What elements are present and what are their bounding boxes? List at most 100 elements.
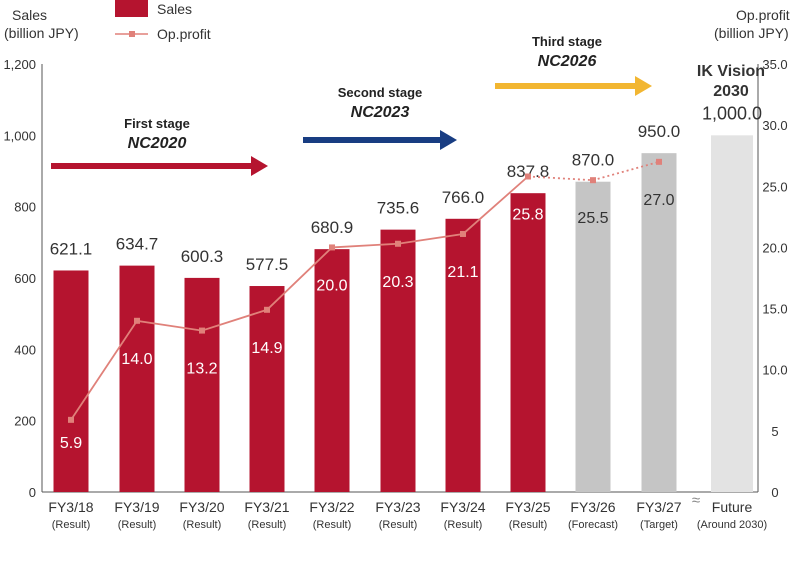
x-category-labels: FY3/18 (Result) FY3/19 (Result) FY3/20 (Resul… — [48, 499, 767, 531]
legend: Sales Op.profit — [115, 0, 211, 42]
op-profit-value-label: 5.9 — [60, 435, 82, 452]
x-category-sublabel: (Forecast) — [568, 519, 618, 531]
op-profit-value-label: 25.8 — [512, 207, 543, 224]
x-category-label: FY3/19 — [114, 499, 159, 515]
left-tick-labels: 0 200 400 600 800 1,000 1,200 — [3, 57, 36, 500]
sales-value-label: 600.3 — [181, 247, 224, 266]
x-category-label: FY3/27 — [636, 499, 681, 515]
stage-arrow-head — [635, 76, 652, 96]
op-profit-marker — [525, 173, 531, 180]
x-category-label: FY3/18 — [48, 499, 93, 515]
left-tick-label: 1,200 — [3, 57, 36, 72]
right-axis-title-unit: (billion JPY) — [714, 25, 789, 41]
sales-bar — [711, 135, 753, 493]
x-category-sublabel: (Result) — [118, 519, 157, 531]
x-category-sublabel: (Result) — [313, 519, 352, 531]
op-profit-value-labels: 5.9 14.0 13.2 14.9 20.0 20.3 21.1 25.8 25.5 27.0 — [60, 192, 675, 452]
left-axis-title: Sales — [12, 7, 47, 23]
stage-arrow-shaft — [51, 163, 252, 169]
stage-arrow-shaft — [303, 137, 441, 143]
right-tick-label: 10.0 — [762, 363, 787, 378]
stage-arrow-head — [251, 156, 268, 176]
legend-op-profit-label: Op.profit — [157, 26, 211, 42]
axes: Sales (billion JPY) Op.profit (billion J… — [4, 7, 790, 493]
sales-value-label: 577.5 — [246, 255, 289, 274]
op-profit-value-label: 20.0 — [316, 277, 347, 294]
x-category-sublabel: (Result) — [379, 519, 418, 531]
sales-value-label: 634.7 — [116, 235, 159, 254]
op-profit-line-result — [70, 175, 529, 421]
x-category-sublabel: (Result) — [248, 519, 287, 531]
op-profit-value-label: 20.3 — [382, 274, 413, 291]
x-category-label: FY3/20 — [179, 499, 224, 515]
sales-bar — [53, 270, 89, 492]
sales-bar — [445, 218, 481, 492]
right-axis-title: Op.profit — [736, 7, 790, 23]
x-category-sublabel: (Around 2030) — [697, 519, 767, 531]
legend-op-profit-marker — [129, 31, 135, 37]
op-profit-marker — [395, 240, 401, 247]
right-tick-label: 0 — [771, 485, 778, 500]
axis-break-mark: ≈ — [692, 492, 700, 509]
op-profit-value-label: 13.2 — [186, 361, 217, 378]
x-category-label: FY3/22 — [309, 499, 354, 515]
x-category-sublabel: (Target) — [640, 519, 678, 531]
sales-bar — [119, 265, 155, 492]
op-profit-marker — [656, 158, 662, 165]
right-tick-label: 35.0 — [762, 57, 787, 72]
op-profit-value-label: 27.0 — [643, 192, 674, 209]
left-tick-label: 1,000 — [3, 128, 36, 143]
left-tick-label: 600 — [14, 271, 36, 286]
right-tick-labels: 0 5 10.0 15.0 20.0 25.0 30.0 35.0 — [762, 57, 787, 500]
stage-title: Second stage — [338, 85, 423, 100]
op-profit-value-label: 21.1 — [447, 264, 478, 281]
x-category-label: FY3/26 — [570, 499, 615, 515]
stage-title: First stage — [124, 116, 190, 131]
right-tick-label: 20.0 — [762, 240, 787, 255]
x-category-sublabel: (Result) — [52, 519, 91, 531]
x-category-label: FY3/21 — [244, 499, 289, 515]
op-profit-marker — [329, 244, 335, 251]
sales-bar — [184, 277, 220, 492]
left-tick-label: 200 — [14, 414, 36, 429]
op-profit-marker — [460, 230, 466, 237]
right-tick-label: 30.0 — [762, 118, 787, 133]
stage-plan-name: NC2020 — [128, 135, 187, 152]
stage-plan-name: NC2023 — [351, 104, 410, 121]
x-category-label: FY3/24 — [440, 499, 485, 515]
right-tick-label: 15.0 — [762, 302, 787, 317]
stage-annotations: First stage NC2020 Second stage NC2023 Third… — [51, 34, 652, 176]
stage-arrow-head — [440, 130, 457, 150]
x-category-label: FY3/23 — [375, 499, 420, 515]
sales-value-label: 766.0 — [442, 188, 485, 207]
left-tick-label: 800 — [14, 200, 36, 215]
op-profit-value-label: 14.9 — [251, 340, 282, 357]
right-tick-label: 5 — [771, 424, 778, 439]
sales-bar — [641, 153, 677, 492]
left-axis-title-unit: (billion JPY) — [4, 25, 79, 41]
legend-sales-label: Sales — [157, 1, 192, 17]
x-category-label: FY3/25 — [505, 499, 550, 515]
sales-value-label: 680.9 — [311, 218, 354, 237]
sales-value-label: 950.0 — [638, 122, 681, 141]
sales-bar — [249, 286, 285, 492]
sales-bar — [380, 229, 416, 493]
vision-annotation: IK Vision 2030 ≈ — [692, 63, 765, 509]
sales-bar — [575, 181, 611, 492]
op-profit-marker — [590, 177, 596, 184]
right-tick-label: 25.0 — [762, 179, 787, 194]
sales-value-label: 735.6 — [377, 199, 420, 218]
sales-value-label: 870.0 — [572, 151, 615, 170]
x-category-sublabel: (Result) — [183, 519, 222, 531]
stage-plan-name: NC2026 — [538, 53, 597, 70]
x-category-label: Future — [712, 499, 753, 515]
vision-year: 2030 — [713, 83, 749, 100]
stage-title: Third stage — [532, 34, 602, 49]
x-category-sublabel: (Result) — [444, 519, 483, 531]
sales-bar — [510, 193, 546, 492]
x-category-sublabel: (Result) — [509, 519, 548, 531]
legend-sales-swatch — [115, 0, 148, 17]
left-tick-label: 400 — [14, 342, 36, 357]
op-profit-value-label: 25.5 — [577, 210, 608, 227]
op-profit-value-label: 14.0 — [121, 351, 152, 368]
